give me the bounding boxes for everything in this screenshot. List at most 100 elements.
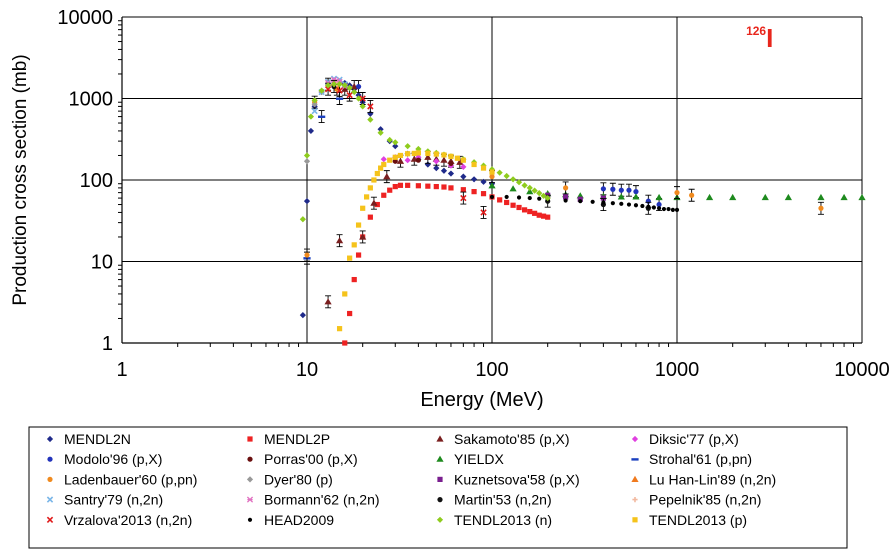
data-point xyxy=(540,192,547,199)
data-point xyxy=(509,176,517,183)
legend-item: Porras'00 (p,X) xyxy=(247,451,358,467)
data-point xyxy=(440,156,448,163)
legend-item: MENDL2P xyxy=(247,431,330,447)
data-point xyxy=(646,204,651,209)
data-point xyxy=(590,199,595,204)
legend-item: Strohal'61 (p,pn) xyxy=(631,451,752,467)
data-point xyxy=(397,152,404,159)
data-point xyxy=(46,435,54,443)
legend-label: Bormann'62 (n,2n) xyxy=(264,492,380,508)
data-point xyxy=(404,143,411,150)
legend-label: TENDL2013 (n) xyxy=(454,512,552,528)
data-point xyxy=(387,187,393,193)
data-point xyxy=(247,456,253,462)
data-point xyxy=(342,340,348,346)
data-point xyxy=(545,214,551,220)
nuclide-annotation: 126I xyxy=(746,23,773,53)
data-point xyxy=(367,103,374,110)
data-point xyxy=(527,196,532,201)
legend-label: MENDL2P xyxy=(264,431,330,447)
series-mendl2p xyxy=(342,182,551,346)
data-point xyxy=(392,143,399,150)
data-point xyxy=(303,198,311,205)
data-point xyxy=(367,116,374,123)
legend-item: Sakamoto'85 (p,X) xyxy=(436,431,570,447)
data-point xyxy=(729,193,737,201)
data-point xyxy=(526,188,534,195)
data-point xyxy=(503,172,510,180)
data-point xyxy=(386,136,393,144)
legend-item: Modolo'96 (p,X) xyxy=(47,451,162,467)
data-point xyxy=(610,201,615,206)
data-point xyxy=(397,182,404,188)
x-axis-title: Energy (MeV) xyxy=(420,389,543,411)
data-point xyxy=(510,202,516,208)
data-point xyxy=(311,97,318,104)
data-point xyxy=(818,205,824,211)
y-tick-label: 1 xyxy=(102,333,113,355)
x-tick-label: 100 xyxy=(475,359,508,381)
data-point xyxy=(311,101,318,108)
legend-label: Dyer'80 (p) xyxy=(264,471,333,487)
data-point xyxy=(470,176,478,183)
data-point xyxy=(460,163,467,170)
data-point xyxy=(324,86,332,93)
legend-item: HEAD2009 xyxy=(247,512,334,528)
data-point xyxy=(380,156,387,163)
data-point xyxy=(689,192,695,198)
data-point xyxy=(480,209,487,216)
data-point xyxy=(247,517,253,522)
legend-label: Lu Han-Lin'89 (n,2n) xyxy=(649,471,776,487)
x-tick-label: 1000 xyxy=(655,359,700,381)
data-point xyxy=(336,326,343,332)
data-point xyxy=(346,84,353,91)
data-point xyxy=(246,496,254,503)
data-point xyxy=(437,476,443,482)
legend-item: Bormann'62 (n,2n) xyxy=(246,492,380,508)
data-point xyxy=(516,204,522,211)
data-point xyxy=(447,170,455,177)
data-point xyxy=(324,298,332,305)
data-point xyxy=(377,129,384,136)
data-point xyxy=(480,191,487,197)
data-point xyxy=(441,184,447,190)
data-point xyxy=(433,183,439,190)
data-point xyxy=(415,183,421,189)
data-point xyxy=(674,207,680,212)
data-point xyxy=(656,206,662,211)
data-point xyxy=(346,91,353,99)
data-point xyxy=(374,201,380,208)
legend-label: Porras'00 (p,X) xyxy=(264,451,358,467)
plot-area: 1 10 100 1000 10000 1 10 100 1000 10000 Energy (Me… xyxy=(10,7,890,411)
data-point xyxy=(858,193,866,201)
data-point xyxy=(544,194,551,202)
data-point xyxy=(370,199,378,206)
data-point xyxy=(440,167,448,174)
data-point xyxy=(448,160,454,166)
data-point xyxy=(355,95,362,102)
data-point xyxy=(378,165,384,171)
y-tick-label: 1000 xyxy=(69,89,114,111)
x-tick-label: 10 xyxy=(296,359,318,381)
data-point xyxy=(396,157,405,164)
data-point xyxy=(415,157,421,163)
data-point xyxy=(367,214,373,220)
data-point xyxy=(761,193,769,201)
legend-item: MENDL2N xyxy=(46,431,131,447)
data-point xyxy=(601,200,606,205)
data-point xyxy=(626,187,632,193)
data-point xyxy=(532,210,538,216)
data-point xyxy=(299,216,306,223)
data-point xyxy=(540,213,547,219)
legend: MENDL2N MENDL2P Sakamoto'85 (p,X) Diksic'77… xyxy=(28,426,848,549)
data-point xyxy=(633,189,639,195)
data-point xyxy=(355,92,362,99)
legend-label: HEAD2009 xyxy=(264,512,334,528)
data-point xyxy=(619,201,624,206)
legend-item: Ladenbauer'60 (p,pn) xyxy=(47,471,197,487)
data-point xyxy=(433,151,439,157)
data-point xyxy=(392,158,398,164)
data-point xyxy=(335,237,344,244)
data-point xyxy=(304,252,310,258)
legend-label: Santry'79 (n,2n) xyxy=(64,492,163,508)
